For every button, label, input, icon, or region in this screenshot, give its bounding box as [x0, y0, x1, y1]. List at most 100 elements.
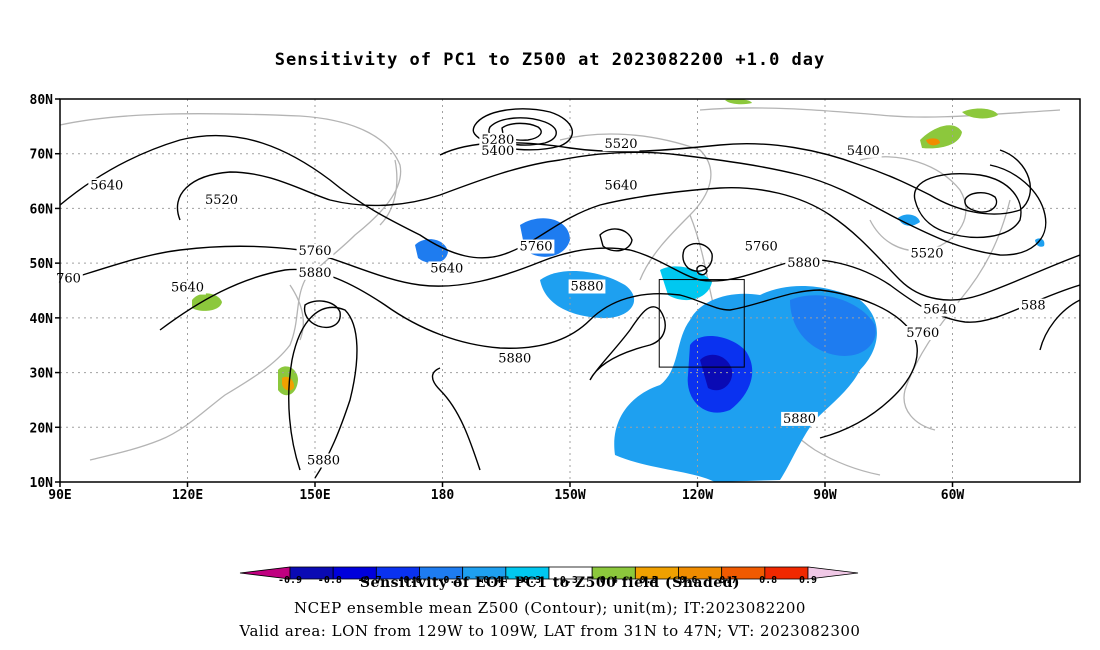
lon-label: 120E — [172, 488, 203, 503]
lon-label: 60W — [941, 488, 965, 503]
contour-label: 5640 — [923, 302, 956, 317]
contour-5880-ring — [303, 300, 341, 329]
contour-label: 5520 — [604, 137, 637, 152]
lat-label: 80N — [30, 93, 54, 108]
lon-label: 90W — [813, 488, 837, 503]
contour-label-bg — [428, 261, 466, 276]
contour-label-bg — [169, 280, 206, 295]
contour-5520 — [176, 151, 1047, 256]
shade-greenland-green — [920, 125, 962, 149]
gridlines — [60, 99, 1080, 482]
note-valid-area: Valid area: LON from 129W to 109W, LAT f… — [239, 622, 861, 640]
valid-area-box — [658, 279, 745, 368]
shade-arctic-green — [962, 108, 998, 119]
lat-label: 10N — [30, 476, 54, 491]
contour-5880-south — [431, 367, 481, 471]
contour-label: 5880 — [298, 266, 331, 281]
contour-label-bg — [296, 243, 334, 258]
contour-5880-east — [1039, 299, 1080, 351]
shade-labrador-blue — [1035, 238, 1045, 247]
contour-label: 5520 — [910, 247, 943, 262]
shade-arctic-green-2 — [725, 99, 752, 105]
lon-label: 90E — [48, 488, 71, 503]
coastline-japan — [289, 284, 304, 341]
contour-5760-ring-2 — [682, 243, 713, 272]
coastline-alaska — [559, 133, 712, 281]
contour-5880-pacific — [288, 306, 358, 479]
contour-label-bg — [479, 132, 517, 147]
colorbar-tick-label: 0.3 — [560, 575, 578, 586]
contour-label-bg — [496, 351, 534, 366]
contour-label-bg — [602, 137, 640, 152]
colorbar-tick-label: 0.9 — [799, 575, 817, 586]
contour-label: 760 — [56, 271, 81, 286]
lat-label: 50N — [30, 257, 54, 272]
shade-atlantic-blue — [898, 214, 920, 226]
contour-label-bg — [305, 453, 342, 468]
contour-5400 — [439, 141, 1031, 215]
contour-label-bg — [54, 271, 83, 286]
colorbar-tick-label: 0.4 — [600, 575, 618, 586]
contour-5760 — [60, 245, 1080, 323]
contour-label-bg — [785, 255, 823, 270]
contour-label-bg — [1018, 298, 1048, 313]
colorbar-tick-label: -0.6 — [397, 575, 421, 586]
shade-west-canada — [660, 266, 712, 301]
shade-greenland-orange — [926, 138, 940, 146]
contour-5880-loop — [589, 306, 666, 381]
colorbar-tick-label: -0.4 — [477, 575, 501, 586]
contour-label-bg — [88, 178, 126, 193]
contour-label: 5640 — [604, 178, 637, 193]
coastline-hudson — [859, 156, 967, 252]
lon-label: 180 — [431, 488, 455, 503]
shade-northwest-blue — [540, 270, 635, 319]
colorbar-tick-label: 0.6 — [679, 575, 697, 586]
contour-5760-ring — [599, 228, 633, 252]
shade-east-blue — [790, 295, 876, 356]
colorbar-tick-label: -0.5 — [437, 575, 461, 586]
latitude-labels: 80N 70N 60N 50N 40N 30N 20N 10N — [30, 93, 60, 491]
contour-5760-ring-3 — [696, 264, 708, 276]
colorbar-tick-label: -0.8 — [318, 575, 342, 586]
contour-label: 5880 — [307, 453, 340, 468]
lat-label: 30N — [30, 367, 54, 382]
colorbar-label: Sensitivity of EOF PC1 to Z500 field (Sh… — [359, 575, 741, 591]
colorbar-tick-label: 0.8 — [759, 575, 777, 586]
map-title: Sensitivity of PC1 to Z500 at 2023082200… — [274, 50, 826, 70]
contour-label-bg — [517, 239, 555, 254]
contour-label: 588 — [1021, 299, 1046, 314]
contour-label-bg — [844, 143, 882, 158]
contour-5280-outer — [472, 108, 573, 151]
contour-label: 5400 — [481, 144, 514, 159]
contour-5520-hudson-ring — [964, 192, 998, 213]
contour-label-bg — [602, 178, 640, 193]
contour-label: 5640 — [430, 261, 463, 276]
contour-label: 5640 — [171, 281, 204, 296]
colorbar-tick-label: 0.7 — [719, 575, 737, 586]
contour-label: 5880 — [787, 256, 820, 271]
contour-label-bg — [742, 239, 780, 254]
contour-5640-hudson-ring — [913, 173, 1022, 238]
colorbar-tick-label: -0.9 — [278, 575, 302, 586]
contour-label-bg — [203, 193, 240, 208]
shade-pacific-orange — [282, 376, 295, 391]
colorbar-end-right — [807, 566, 859, 580]
colorbar-tick-label: -0.3 — [517, 575, 541, 586]
contour-label: 5760 — [745, 240, 778, 255]
lat-label: 70N — [30, 148, 54, 163]
longitude-labels: 90E 120E 150E 180 150W 120W 90W 60W — [48, 482, 964, 503]
lat-label: 20N — [30, 421, 54, 436]
contour-label: 5640 — [90, 178, 123, 193]
lon-label: 120W — [682, 488, 713, 503]
contour-label-bg — [479, 143, 517, 158]
coastline-asia — [60, 113, 402, 461]
shade-main-core — [700, 354, 733, 391]
contour-label: 5880 — [498, 352, 531, 367]
shade-japan-green — [192, 293, 222, 311]
shaded-sensitivity — [192, 99, 1045, 482]
contour-5640-west — [60, 134, 1080, 301]
contour-label: 5760 — [298, 244, 331, 259]
contour-label: 5880 — [783, 412, 816, 427]
